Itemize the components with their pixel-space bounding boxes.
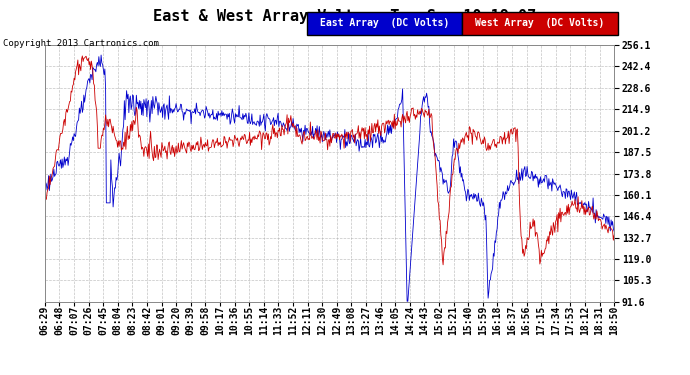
Text: East Array  (DC Volts): East Array (DC Volts) <box>320 18 449 28</box>
Text: East & West Array Voltage Tue Sep 10 19:07: East & West Array Voltage Tue Sep 10 19:… <box>153 9 537 24</box>
Text: Copyright 2013 Cartronics.com: Copyright 2013 Cartronics.com <box>3 39 159 48</box>
Text: West Array  (DC Volts): West Array (DC Volts) <box>475 18 604 28</box>
